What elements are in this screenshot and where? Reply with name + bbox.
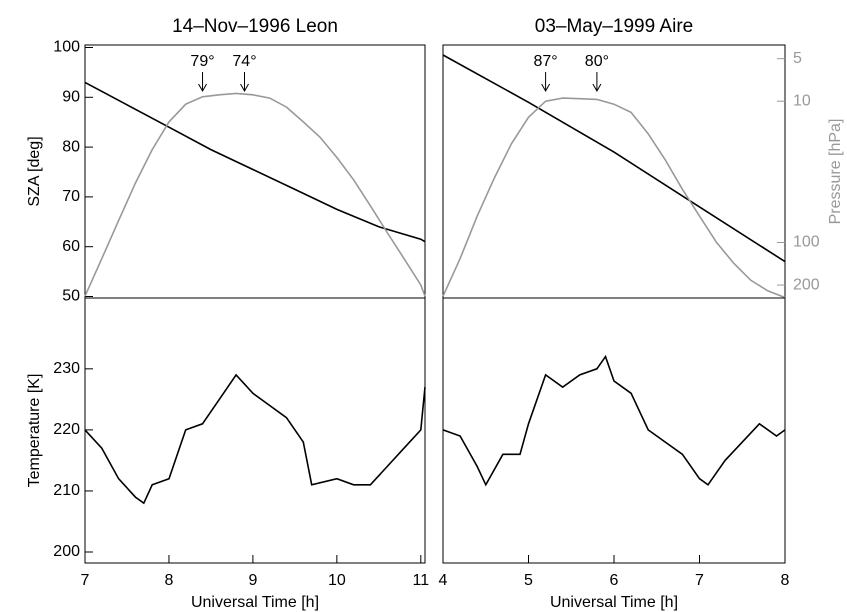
annotation-arrow: [541, 72, 551, 93]
y-axis-label: Temperature [K]: [26, 374, 43, 488]
x-tick-label: 8: [781, 572, 790, 589]
x-tick-label: 5: [524, 572, 533, 589]
y2-tick-label: 5: [793, 50, 802, 67]
y-tick-label: 230: [53, 360, 80, 377]
plot-frame: [84, 44, 426, 299]
data-line: [442, 354, 786, 487]
x-tick-label: 11: [412, 572, 429, 589]
y2-tick-label: 10: [793, 92, 811, 109]
y-tick-label: 50: [62, 288, 80, 305]
x-tick-label: 6: [610, 572, 619, 589]
y-tick-label: 200: [53, 543, 80, 560]
annotation: 87°: [533, 53, 557, 70]
y2-tick-label: 200: [793, 276, 820, 293]
x-tick-label: 9: [248, 572, 257, 589]
plot-frame: [442, 297, 786, 564]
x-axis-label: Universal Time [h]: [191, 594, 319, 611]
y-tick-label: 210: [53, 482, 80, 499]
x-tick-label: 7: [695, 572, 704, 589]
y-axis-label: SZA [deg]: [26, 136, 43, 206]
annotation-arrow: [240, 72, 249, 93]
y-tick-label: 100: [53, 39, 80, 56]
panel-title: 03–May–1999 Aire: [535, 16, 693, 37]
annotation-arrow: [592, 72, 602, 93]
x-tick-label: 4: [439, 572, 448, 589]
data-line: [442, 97, 786, 299]
x-tick-label: 7: [81, 572, 90, 589]
plot-frame: [84, 297, 426, 564]
data-line: [84, 92, 426, 297]
y-tick-label: 60: [62, 238, 80, 255]
y-tick-label: 90: [62, 89, 80, 106]
y-tick-label: 70: [62, 188, 80, 205]
data-line: [84, 373, 426, 505]
annotation: 74°: [232, 53, 256, 70]
y-tick-label: 80: [62, 138, 80, 155]
y2-axis-label: Pressure [hPa]: [827, 119, 844, 225]
x-axis-label: Universal Time [h]: [550, 594, 678, 611]
annotation: 79°: [190, 53, 214, 70]
y-tick-label: 220: [53, 421, 80, 438]
panel-title: 14–Nov–1996 Leon: [172, 16, 338, 37]
annotation: 80°: [585, 53, 609, 70]
data-line: [442, 54, 786, 263]
x-tick-label: 8: [164, 572, 173, 589]
data-line: [84, 81, 426, 243]
y2-tick-label: 100: [793, 234, 820, 251]
annotation-arrow: [198, 72, 207, 93]
x-tick-label: 10: [328, 572, 346, 589]
